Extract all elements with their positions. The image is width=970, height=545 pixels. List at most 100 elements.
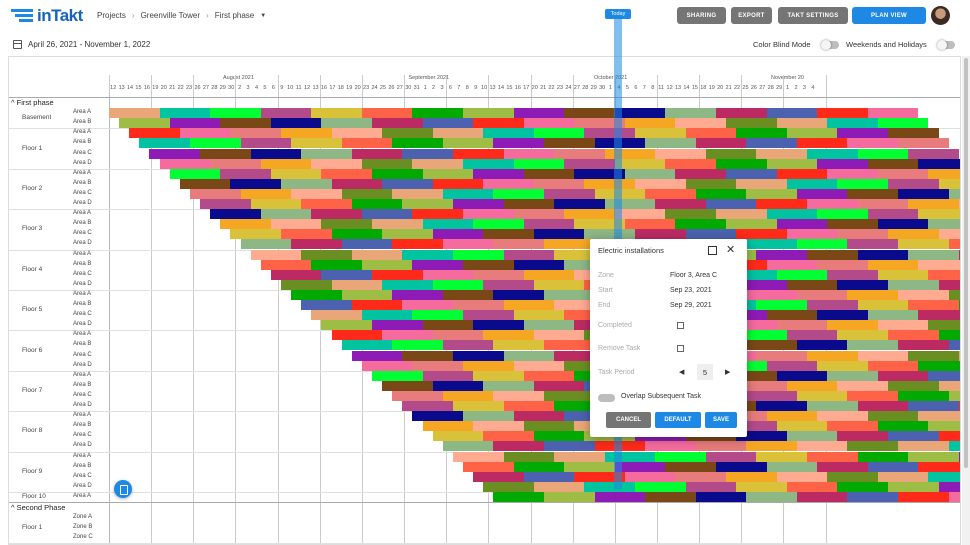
avatar[interactable] bbox=[931, 6, 950, 25]
task-cell[interactable] bbox=[351, 350, 403, 361]
task-cell[interactable] bbox=[867, 360, 919, 371]
task-cell[interactable] bbox=[837, 279, 888, 290]
task-cell[interactable] bbox=[402, 300, 453, 310]
task-cell[interactable] bbox=[291, 239, 342, 250]
task-cell[interactable] bbox=[756, 199, 807, 209]
task-cell[interactable] bbox=[543, 239, 595, 250]
task-cell[interactable] bbox=[877, 269, 929, 280]
task-cell[interactable] bbox=[736, 380, 787, 391]
task-cell[interactable] bbox=[857, 148, 909, 159]
task-cell[interactable] bbox=[837, 178, 888, 189]
export-button[interactable]: EXPORT bbox=[731, 7, 772, 24]
task-cell[interactable] bbox=[817, 108, 868, 119]
task-cell[interactable] bbox=[321, 320, 372, 331]
task-cell[interactable] bbox=[432, 431, 484, 442]
task-cell[interactable] bbox=[463, 310, 514, 321]
task-cell[interactable] bbox=[574, 219, 625, 230]
task-cell[interactable] bbox=[341, 289, 393, 300]
takt-grid[interactable]: August 2021 September 2021 October 2021 Nov… bbox=[8, 56, 961, 545]
task-cell[interactable] bbox=[564, 360, 615, 371]
task-cell[interactable] bbox=[877, 118, 929, 129]
task-cell[interactable] bbox=[705, 199, 757, 209]
task-cell[interactable] bbox=[817, 360, 868, 371]
task-cell[interactable] bbox=[311, 108, 362, 119]
task-cell[interactable] bbox=[210, 209, 261, 220]
task-cell[interactable] bbox=[746, 188, 797, 199]
task-cell[interactable] bbox=[533, 279, 585, 290]
task-cell[interactable] bbox=[392, 289, 443, 300]
task-cell[interactable] bbox=[685, 481, 737, 492]
task-period-value[interactable]: 5 bbox=[697, 364, 713, 380]
task-cell[interactable] bbox=[675, 219, 727, 230]
task-cell[interactable] bbox=[726, 118, 777, 129]
task-cell[interactable] bbox=[260, 158, 312, 169]
task-cell[interactable] bbox=[452, 199, 504, 209]
task-cell[interactable] bbox=[442, 188, 494, 199]
task-cell[interactable] bbox=[837, 431, 888, 442]
task-cell[interactable] bbox=[452, 300, 504, 310]
default-button[interactable]: DEFAULT bbox=[655, 412, 701, 428]
task-cell[interactable] bbox=[503, 451, 555, 462]
task-cell[interactable] bbox=[473, 471, 524, 482]
task-cell[interactable] bbox=[270, 219, 322, 230]
task-cell[interactable] bbox=[372, 118, 423, 129]
task-cell[interactable] bbox=[766, 259, 818, 270]
task-cell[interactable] bbox=[483, 128, 534, 139]
task-cell[interactable] bbox=[564, 411, 615, 422]
task-cell[interactable] bbox=[513, 158, 565, 169]
task-cell[interactable] bbox=[796, 289, 848, 300]
task-cell[interactable] bbox=[554, 350, 605, 361]
task-cell[interactable] bbox=[665, 461, 716, 472]
task-cell[interactable] bbox=[675, 118, 727, 129]
task-cell[interactable] bbox=[260, 209, 312, 220]
completed-checkbox[interactable] bbox=[677, 322, 684, 329]
task-cell[interactable] bbox=[756, 401, 807, 411]
task-cell[interactable] bbox=[746, 390, 797, 401]
task-cell[interactable] bbox=[736, 330, 787, 341]
task-cell[interactable] bbox=[817, 310, 868, 321]
task-cell[interactable] bbox=[230, 229, 281, 240]
task-cell[interactable] bbox=[898, 138, 949, 149]
task-cell[interactable] bbox=[746, 340, 797, 351]
task-cell[interactable] bbox=[614, 108, 666, 119]
task-cell[interactable] bbox=[817, 158, 868, 169]
task-cell[interactable] bbox=[887, 380, 939, 391]
task-cell[interactable] bbox=[412, 411, 464, 422]
task-cell[interactable] bbox=[807, 350, 858, 361]
task-cell[interactable] bbox=[887, 279, 939, 290]
task-cell[interactable] bbox=[614, 158, 666, 169]
task-cell[interactable] bbox=[321, 168, 372, 179]
task-cell[interactable] bbox=[463, 259, 514, 270]
task-cell[interactable] bbox=[372, 370, 423, 381]
task-cell[interactable] bbox=[665, 158, 716, 169]
task-cell[interactable] bbox=[301, 300, 352, 310]
task-cell[interactable] bbox=[958, 249, 960, 260]
task-cell[interactable] bbox=[958, 300, 960, 310]
task-cell[interactable] bbox=[543, 188, 595, 199]
task-cell[interactable] bbox=[928, 168, 960, 179]
task-cell[interactable] bbox=[513, 310, 565, 321]
task-cell[interactable] bbox=[918, 411, 960, 422]
task-cell[interactable] bbox=[847, 441, 899, 452]
task-cell[interactable] bbox=[200, 148, 251, 159]
task-cell[interactable] bbox=[392, 340, 443, 351]
task-cell[interactable] bbox=[503, 199, 555, 209]
task-cell[interactable] bbox=[786, 330, 838, 341]
task-cell[interactable] bbox=[250, 249, 302, 260]
task-cell[interactable] bbox=[807, 199, 858, 209]
task-cell[interactable] bbox=[280, 128, 332, 139]
task-cell[interactable] bbox=[432, 380, 484, 391]
increment-icon[interactable]: ▶ bbox=[725, 369, 731, 376]
task-cell[interactable] bbox=[604, 199, 656, 209]
task-cell[interactable] bbox=[655, 199, 706, 209]
task-cell[interactable] bbox=[412, 108, 464, 119]
task-cell[interactable] bbox=[958, 451, 960, 462]
task-cell[interactable] bbox=[948, 390, 960, 401]
task-cell[interactable] bbox=[533, 178, 585, 189]
task-cell[interactable] bbox=[331, 229, 383, 240]
task-cell[interactable] bbox=[918, 209, 960, 220]
task-cell[interactable] bbox=[766, 108, 818, 119]
task-cell[interactable] bbox=[432, 229, 484, 240]
task-cell[interactable] bbox=[584, 178, 636, 189]
phase-header[interactable]: ^ Second Phase bbox=[9, 503, 109, 512]
